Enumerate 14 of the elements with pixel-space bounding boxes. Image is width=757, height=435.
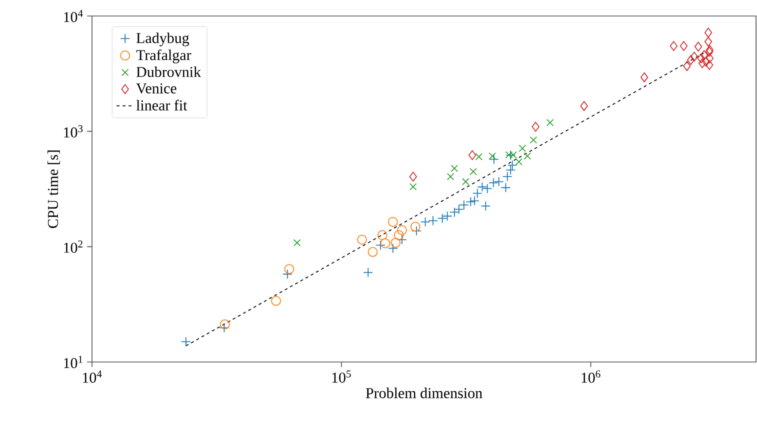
y-tick-label: 10$^{4}$ (64, 10, 83, 22)
x-tick-label: 10$^{5}$ (332, 370, 351, 383)
y-tick-label: 10$^{2}$ (64, 240, 82, 253)
legend-label: Trafalgar (136, 49, 192, 64)
x-axis-title: Problem dimension (366, 388, 482, 398)
y-axis-title: CPU time [s] (47, 150, 60, 228)
legend-label: Venice (136, 83, 176, 94)
y-tick-label: 10$^{1}$ (64, 356, 82, 368)
x-tick-label: 10$^{4}$ (82, 370, 102, 383)
legend-label: Dubrovnik (136, 66, 202, 78)
legend-label: linear fit (136, 100, 188, 110)
x-tick-label: 10$^{6}$ (582, 370, 600, 383)
y-tick-label: 10$^{3}$ (64, 125, 83, 138)
legend-label: Ladybug (136, 32, 190, 46)
